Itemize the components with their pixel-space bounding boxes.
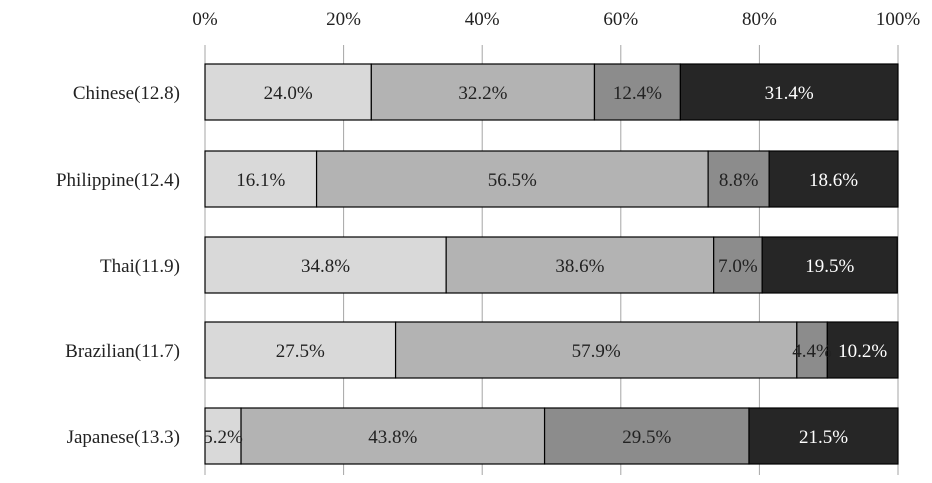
data-label: 29.5%	[622, 427, 671, 448]
data-label: 32.2%	[458, 83, 507, 104]
bar-segment	[204, 236, 447, 294]
category-label: Brazilian(11.7)	[65, 341, 180, 362]
bar-segment	[204, 321, 397, 379]
bars	[204, 63, 899, 465]
data-label: 56.5%	[488, 170, 537, 191]
data-label: 34.8%	[301, 256, 350, 277]
x-tick-label: 20%	[326, 9, 361, 30]
data-label: 16.1%	[236, 170, 285, 191]
bar-segment	[204, 407, 242, 465]
x-tick-label: 40%	[465, 9, 500, 30]
category-label: Philippine(12.4)	[56, 170, 180, 191]
data-label: 5.2%	[203, 427, 243, 448]
bar-segment	[315, 150, 709, 208]
data-label: 4.4%	[792, 341, 832, 362]
data-label: 19.5%	[805, 256, 854, 277]
category-label: Chinese(12.8)	[73, 83, 180, 104]
category-label: Thai(11.9)	[100, 256, 180, 277]
bar-segment	[707, 150, 770, 208]
data-label: 7.0%	[718, 256, 758, 277]
bar-segment	[679, 63, 899, 121]
data-label: 18.6%	[809, 170, 858, 191]
bar-segment	[761, 236, 898, 294]
bar-segment	[240, 407, 546, 465]
x-tick-label: 0%	[192, 9, 218, 30]
category-label: Japanese(13.3)	[67, 427, 180, 448]
data-label: 38.6%	[555, 256, 604, 277]
data-label: 8.8%	[719, 170, 759, 191]
bar-segment	[768, 150, 899, 208]
bar-segment	[748, 407, 899, 465]
x-tick-label: 60%	[603, 9, 638, 30]
bar-segment	[204, 150, 318, 208]
category-labels: Chinese(12.8) Philippine(12.4) Thai(11.9) B…	[56, 83, 180, 448]
bar-segment	[394, 321, 798, 379]
data-labels: 24.0% 32.2% 12.4% 31.4% 16.1% 56.5% 8.8% 18.6% 3…	[203, 83, 887, 448]
data-label: 43.8%	[368, 427, 417, 448]
data-label: 21.5%	[799, 427, 848, 448]
data-label: 31.4%	[765, 83, 814, 104]
x-tick-label: 80%	[742, 9, 777, 30]
bar-segment	[826, 321, 899, 379]
bar-segment	[445, 236, 715, 294]
x-tick-label: 100%	[876, 9, 921, 30]
bar-segment	[713, 236, 763, 294]
data-label: 27.5%	[276, 341, 325, 362]
data-label: 57.9%	[572, 341, 621, 362]
bar-segment	[204, 63, 372, 121]
data-label: 12.4%	[613, 83, 662, 104]
data-label: 10.2%	[838, 341, 887, 362]
data-label: 24.0%	[264, 83, 313, 104]
x-axis-ticks: 0% 20% 40% 60% 80% 100%	[192, 9, 920, 30]
